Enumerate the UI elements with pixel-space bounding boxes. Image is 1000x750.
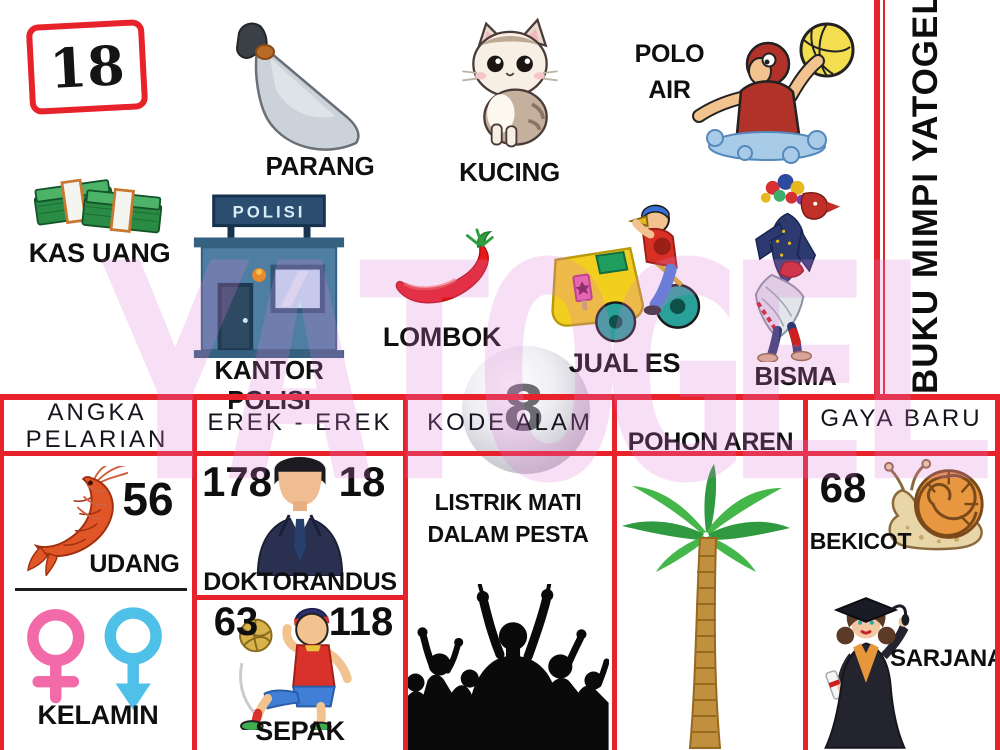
sepak-takraw-label: SEPAK TAKRAW	[243, 716, 358, 750]
takraw-number-left: 63	[213, 600, 259, 644]
man-in-suit-icon	[256, 457, 344, 576]
main-horizontal-line	[0, 394, 1000, 400]
money-stack-icon	[33, 178, 163, 234]
kas-uang-label: KAS UANG	[28, 238, 171, 268]
banner-divider-line-a	[874, 0, 880, 400]
jual-es-label: JUAL ES	[568, 348, 681, 378]
right-border-line	[995, 394, 1000, 750]
polo-air-label: POLO AIR	[634, 40, 705, 105]
bekicot-label: BEKICOT	[809, 528, 912, 554]
kelamin-label: KELAMIN	[37, 700, 159, 730]
bekicot-number: 68	[819, 464, 867, 511]
ice-cart-icon	[551, 204, 701, 343]
parang-label: PARANG	[265, 151, 375, 181]
kode-alam-header: KODE ALAM	[427, 409, 593, 436]
doktorandus-number-right: 18	[338, 458, 386, 505]
palm-tree-icon	[622, 464, 790, 749]
gender-symbols-icon	[27, 607, 162, 710]
sarjana-label: SARJANA	[890, 645, 1000, 672]
eight-ball-number: 8	[502, 372, 546, 445]
banner-divider-line-b	[883, 0, 885, 400]
column-divider-3	[612, 394, 617, 750]
udang-label: UDANG	[89, 550, 180, 578]
bisma-label: BISMA	[754, 361, 837, 391]
shrimp-icon	[27, 466, 129, 576]
male-symbol	[104, 607, 162, 710]
column-divider-1	[192, 394, 197, 750]
doktorandus-label: DOKTORANDUS	[203, 568, 397, 596]
kucing-label: KUCING	[459, 157, 560, 187]
wayang-puppet-icon	[754, 173, 840, 362]
takraw-number-right: 118	[328, 600, 394, 644]
page-number-stamp: 18	[25, 18, 149, 116]
cat-icon	[462, 17, 558, 148]
takraw-player-icon	[239, 607, 352, 730]
snail-icon	[884, 458, 984, 551]
water-polo-player-icon	[692, 22, 855, 164]
listrik-mati-label: LISTRIK MATI DALAM PESTA	[427, 489, 589, 548]
page-number: 18	[47, 33, 127, 101]
lombok-label: LOMBOK	[382, 322, 502, 352]
doktorandus-number-left: 178	[201, 458, 273, 505]
header-underline	[0, 451, 1000, 456]
female-symbol	[27, 609, 85, 704]
chili-icon	[395, 228, 494, 304]
angka-pelarian-header: ANGKA PELARIAN	[25, 399, 169, 453]
angka-pelarian-row-divider	[15, 588, 187, 591]
erek-erek-header: EREK - EREK	[207, 409, 393, 436]
udang-number: 56	[122, 473, 174, 525]
party-crowd-icon	[407, 584, 609, 750]
kantor-polisi-label: KANTOR POLISI	[214, 355, 324, 415]
column-divider-4	[803, 394, 808, 750]
police-station-icon: POLISI	[193, 194, 345, 359]
gaya-baru-header: GAYA BARU	[820, 405, 983, 432]
graduate-icon	[824, 597, 910, 749]
side-banner-text: BUKU MIMPI YATOGEL	[906, 0, 945, 394]
erek-erek-row-divider	[192, 595, 408, 600]
police-sign-text: POLISI	[233, 203, 306, 222]
column-divider-2	[403, 394, 408, 750]
left-border-line	[0, 394, 4, 750]
machete-icon	[235, 22, 360, 151]
